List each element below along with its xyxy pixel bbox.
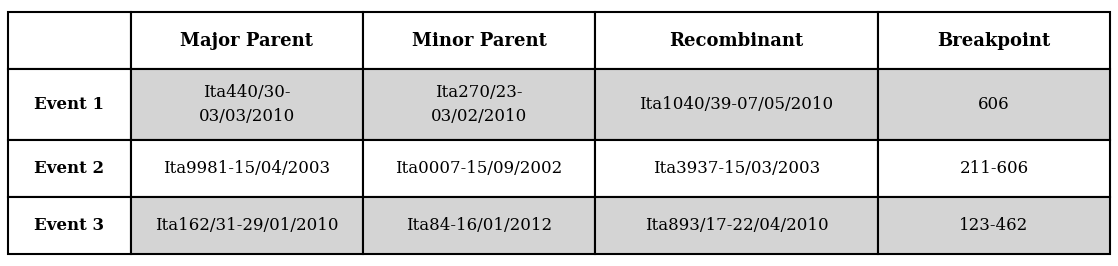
Text: Ita162/31-29/01/2010: Ita162/31-29/01/2010 (155, 217, 339, 234)
Text: Major Parent: Major Parent (180, 32, 313, 50)
Text: Ita440/30-
03/03/2010: Ita440/30- 03/03/2010 (199, 84, 295, 125)
Bar (8, 197, 131, 254)
Text: 211-606: 211-606 (959, 160, 1029, 177)
Text: Event 2: Event 2 (35, 160, 105, 177)
Bar (131, 140, 363, 197)
Bar (595, 12, 878, 69)
Text: Breakpoint: Breakpoint (937, 32, 1051, 50)
Text: Ita9981-15/04/2003: Ita9981-15/04/2003 (163, 160, 331, 177)
Text: 123-462: 123-462 (959, 217, 1029, 234)
Bar (363, 69, 595, 140)
Bar (878, 12, 1110, 69)
Text: Event 1: Event 1 (35, 96, 104, 113)
Bar (363, 197, 595, 254)
Bar (878, 197, 1110, 254)
Text: Recombinant: Recombinant (670, 32, 804, 50)
Text: Ita893/17-22/04/2010: Ita893/17-22/04/2010 (645, 217, 828, 234)
Bar (595, 69, 878, 140)
Text: Ita270/23-
03/02/2010: Ita270/23- 03/02/2010 (430, 84, 527, 125)
Bar (131, 12, 363, 69)
Bar (595, 197, 878, 254)
Bar (131, 69, 363, 140)
Bar (363, 140, 595, 197)
Text: Event 3: Event 3 (35, 217, 105, 234)
Bar (878, 140, 1110, 197)
Bar (595, 140, 878, 197)
Text: Minor Parent: Minor Parent (411, 32, 547, 50)
Text: Ita0007-15/09/2002: Ita0007-15/09/2002 (396, 160, 562, 177)
Text: Ita3937-15/03/2003: Ita3937-15/03/2003 (653, 160, 821, 177)
Text: Ita1040/39-07/05/2010: Ita1040/39-07/05/2010 (639, 96, 834, 113)
Text: Ita84-16/01/2012: Ita84-16/01/2012 (406, 217, 552, 234)
Text: 606: 606 (978, 96, 1010, 113)
Bar (878, 69, 1110, 140)
Bar (131, 197, 363, 254)
Bar (8, 140, 131, 197)
Bar (8, 69, 131, 140)
Bar (363, 12, 595, 69)
Bar (8, 12, 131, 69)
